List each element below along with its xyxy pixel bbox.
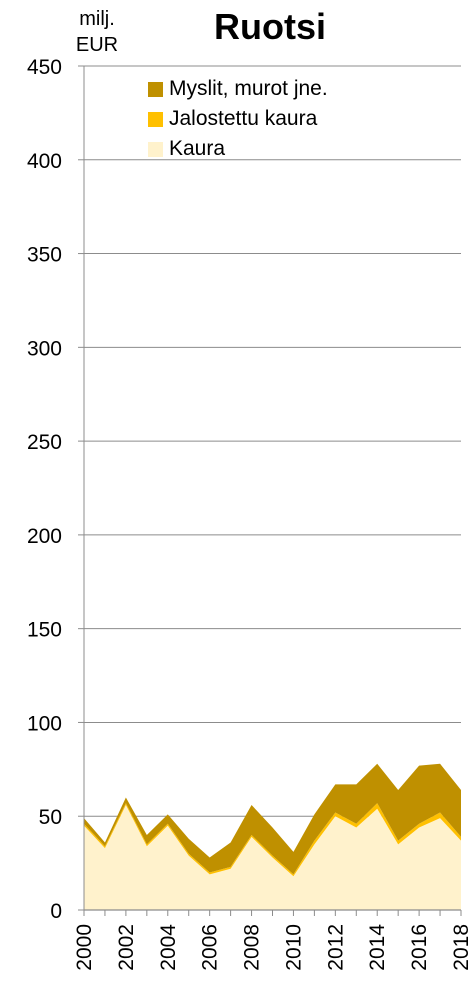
- legend-label: Kaura: [169, 137, 226, 160]
- legend-label: Jalostettu kaura: [169, 107, 318, 130]
- x-tick-label: 2006: [199, 924, 222, 971]
- x-tick-label: 2012: [324, 924, 347, 971]
- y-tick-label: 200: [27, 525, 62, 548]
- legend-swatch: [148, 111, 163, 127]
- x-tick-label: 2018: [450, 924, 473, 971]
- x-tick-label: 2008: [241, 924, 264, 971]
- x-tick-label: 2016: [408, 924, 431, 971]
- y-tick-label: 450: [27, 56, 62, 79]
- chart-title: Ruotsi: [214, 6, 326, 47]
- legend-item: Jalostettu kaura: [148, 104, 328, 134]
- x-tick-label: 2002: [115, 924, 138, 971]
- legend-label: Myslit, murot jne.: [169, 77, 328, 100]
- y-tick-label: 0: [50, 900, 62, 923]
- y-tick-label: 150: [27, 619, 62, 642]
- legend-item: Kaura: [148, 134, 328, 164]
- x-tick-label: 2010: [282, 924, 305, 971]
- y-tick-label: 100: [27, 712, 62, 735]
- y-tick-label: 400: [27, 150, 62, 173]
- x-tick-label: 2000: [73, 924, 96, 971]
- area-series-myslit-murot-jne-: [84, 763, 461, 875]
- legend-item: Myslit, murot jne.: [148, 74, 328, 104]
- legend-swatch: [148, 141, 163, 157]
- y-tick-label: 300: [27, 337, 62, 360]
- y-tick-label: 350: [27, 244, 62, 267]
- y-tick-label: 50: [39, 806, 62, 829]
- y-tick-label: 250: [27, 431, 62, 454]
- y-axis-unit-label: milj. EUR: [75, 8, 119, 56]
- chart-legend: Myslit, murot jne. Jalostettu kaura Kaura: [148, 74, 328, 164]
- x-tick-label: 2004: [157, 924, 180, 971]
- x-tick-label: 2014: [366, 924, 389, 971]
- legend-swatch: [148, 81, 163, 97]
